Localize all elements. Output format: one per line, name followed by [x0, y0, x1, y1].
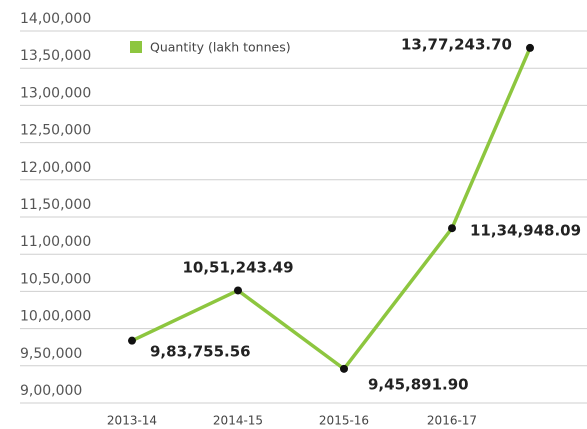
plot: 2013-14 2014-15 2015-16 2016-17 9,83,755.56 1… [107, 36, 581, 428]
x-tick-label: 2015-16 [319, 414, 369, 428]
y-tick-label: 12,00,000 [20, 160, 91, 176]
data-label: 9,83,755.56 [150, 343, 251, 361]
legend-label: Quantity (lakh tonnes) [150, 40, 291, 55]
x-tick-label: 2013-14 [107, 414, 157, 428]
y-tick-label: 10,50,000 [20, 271, 91, 287]
y-tick-label: 11,00,000 [20, 234, 91, 250]
y-tick-label: 9,00,000 [20, 383, 82, 399]
y-tick-label: 13,50,000 [20, 48, 91, 64]
point [340, 364, 348, 373]
data-label: 10,51,243.49 [182, 259, 293, 277]
point [234, 286, 242, 295]
data-label: 11,34,948.09 [470, 222, 581, 240]
point [128, 336, 136, 345]
point [526, 43, 534, 52]
y-tick-label: 13,00,000 [20, 85, 91, 101]
y-tick-label: 9,50,000 [20, 346, 82, 362]
point [448, 224, 456, 233]
legend-swatch [130, 41, 142, 53]
data-label: 9,45,891.90 [368, 376, 469, 394]
y-tick-label: 10,00,000 [20, 309, 91, 325]
x-tick-label: 2016-17 [427, 414, 477, 428]
y-tick-label: 12,50,000 [20, 123, 91, 139]
y-tick-label: 14,00,000 [20, 11, 91, 27]
x-tick-label: 2014-15 [213, 414, 263, 428]
y-tick-label: 11,50,000 [20, 197, 91, 213]
data-label: 13,77,243.70 [401, 36, 512, 54]
grid: 9,00,000 9,50,000 10,00,000 10,50,000 11,00,… [20, 11, 587, 404]
line [131, 47, 532, 371]
